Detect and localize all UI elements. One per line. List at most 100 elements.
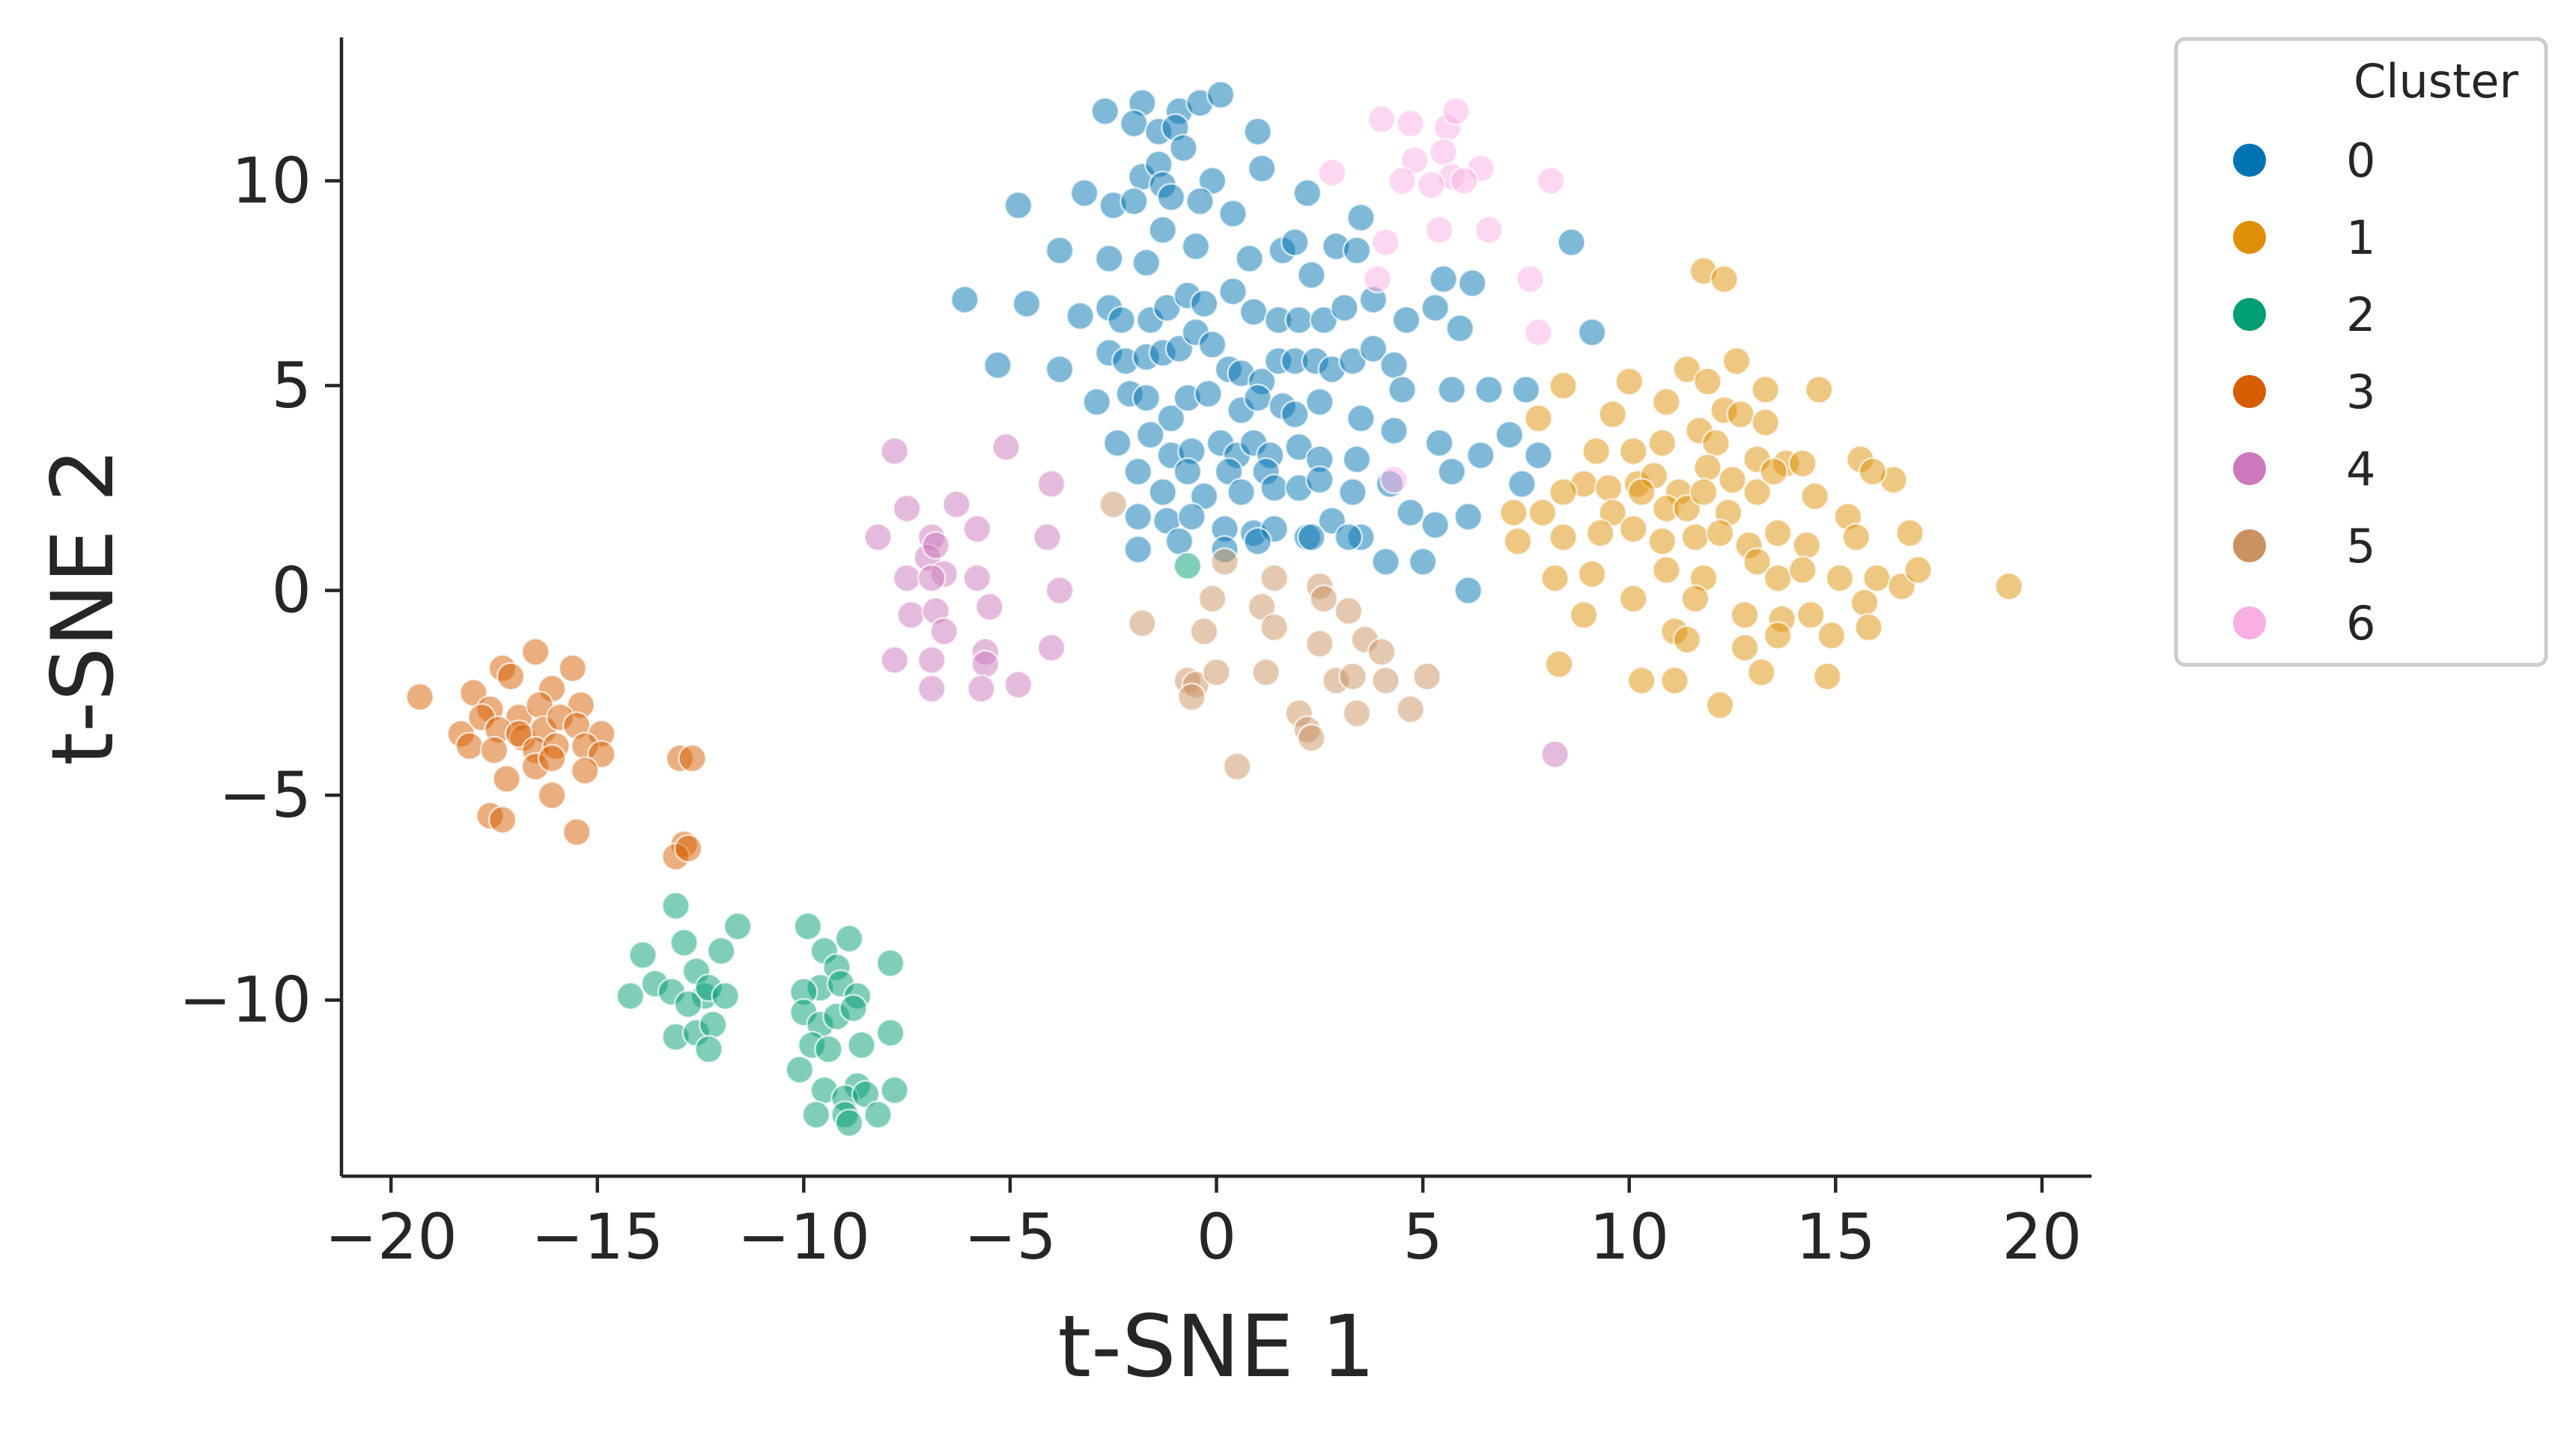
cluster-2-point bbox=[628, 940, 657, 970]
x-tick-label: 0 bbox=[1197, 1200, 1236, 1274]
cluster-6-point bbox=[1524, 317, 1553, 347]
cluster-4-point bbox=[1003, 670, 1033, 699]
series-4 bbox=[863, 432, 1570, 769]
cluster-0-point bbox=[1148, 478, 1178, 507]
cluster-0-point bbox=[1396, 498, 1425, 527]
cluster-0-point bbox=[1453, 576, 1483, 605]
cluster-0-point bbox=[1136, 420, 1165, 449]
y-tick-label: −5 bbox=[219, 758, 312, 832]
legend-marker bbox=[2233, 606, 2266, 639]
legend-frame bbox=[2174, 37, 2548, 667]
cluster-0-point bbox=[1557, 228, 1586, 257]
cluster-2-point bbox=[834, 924, 864, 953]
cluster-0-point bbox=[1218, 276, 1248, 306]
cluster-6-point bbox=[1516, 264, 1545, 294]
cluster-1-point bbox=[1792, 531, 1821, 560]
series-2 bbox=[616, 551, 1203, 1138]
axes: −20 −15 −10 −5 0 5 10 15 20 −10 −5 0 5 10 bbox=[179, 37, 2092, 1274]
cluster-1-point bbox=[1693, 453, 1722, 482]
cluster-5-point bbox=[1197, 584, 1227, 613]
legend-label: 4 bbox=[2346, 442, 2375, 496]
x-tick-label: −20 bbox=[325, 1200, 458, 1274]
cluster-1-point bbox=[1763, 518, 1793, 548]
cluster-0-point bbox=[1437, 457, 1466, 487]
cluster-1-point bbox=[1660, 666, 1689, 696]
x-tick-label: −15 bbox=[531, 1200, 663, 1274]
cluster-5-point bbox=[1297, 723, 1326, 752]
cluster-1-point bbox=[1722, 346, 1752, 376]
cluster-5-point bbox=[1099, 490, 1128, 519]
cluster-2-point bbox=[814, 1035, 843, 1064]
cluster-2-point bbox=[839, 994, 868, 1023]
cluster-1-point bbox=[1647, 428, 1677, 457]
cluster-0-point bbox=[1305, 465, 1334, 495]
cluster-0-point bbox=[1371, 547, 1400, 576]
legend-label: 3 bbox=[2346, 365, 2375, 419]
cluster-1-point bbox=[1763, 563, 1793, 593]
cluster-4-point bbox=[967, 674, 996, 704]
cluster-0-point bbox=[1437, 375, 1466, 404]
cluster-1-point bbox=[1672, 625, 1702, 654]
cluster-6-point bbox=[1371, 228, 1400, 257]
cluster-5-point bbox=[1309, 584, 1339, 613]
cluster-0-point bbox=[1094, 244, 1124, 273]
legend-label: 0 bbox=[2346, 133, 2375, 188]
cluster-1-point bbox=[1730, 633, 1760, 663]
cluster-1-point bbox=[1759, 457, 1788, 487]
cluster-5-point bbox=[1338, 662, 1367, 691]
cluster-0-point bbox=[1194, 379, 1223, 409]
cluster-2-point bbox=[1173, 551, 1203, 581]
legend-item-2: 2 bbox=[2233, 287, 2375, 342]
cluster-0-point bbox=[1197, 330, 1227, 359]
cluster-2-point bbox=[661, 891, 690, 921]
cluster-6-point bbox=[1363, 264, 1392, 294]
cluster-4-point bbox=[970, 649, 1000, 679]
x-tick-label: 5 bbox=[1403, 1200, 1442, 1274]
legend-label: 1 bbox=[2346, 210, 2375, 265]
cluster-0-point bbox=[1297, 261, 1326, 290]
cluster-3-point bbox=[570, 756, 600, 785]
cluster-0-point bbox=[1123, 502, 1153, 532]
cluster-6-point bbox=[1449, 166, 1479, 195]
cluster-0-point bbox=[1107, 305, 1136, 335]
series-0 bbox=[950, 80, 1607, 605]
cluster-1-point bbox=[1524, 404, 1553, 433]
cluster-0-point bbox=[1388, 375, 1417, 404]
cluster-3-point bbox=[496, 662, 526, 691]
cluster-0-point bbox=[1342, 236, 1372, 265]
cluster-0-point bbox=[1280, 400, 1310, 429]
cluster-4-point bbox=[1540, 740, 1570, 769]
cluster-4-point bbox=[991, 432, 1021, 462]
cluster-0-point bbox=[1206, 80, 1236, 109]
cluster-0-point bbox=[1218, 199, 1248, 228]
cluster-3-point bbox=[492, 764, 521, 794]
y-tick-label: 10 bbox=[231, 144, 312, 217]
cluster-1-point bbox=[1705, 518, 1735, 548]
cluster-6-point bbox=[1441, 97, 1471, 126]
cluster-6-point bbox=[1416, 170, 1446, 200]
legend-label: 2 bbox=[2346, 287, 2375, 342]
cluster-0-point bbox=[1453, 502, 1483, 532]
cluster-1-point bbox=[1577, 559, 1607, 588]
cluster-1-point bbox=[1647, 526, 1677, 556]
cluster-6-point bbox=[1429, 137, 1458, 167]
cluster-3-point bbox=[487, 805, 517, 835]
legend-marker bbox=[2233, 298, 2266, 331]
cluster-2-point bbox=[673, 989, 703, 1019]
cluster-1-point bbox=[1787, 448, 1817, 478]
legend-marker bbox=[2233, 144, 2266, 177]
cluster-0-point bbox=[1292, 178, 1322, 208]
cluster-0-point bbox=[1045, 236, 1075, 265]
cluster-3-point bbox=[537, 743, 567, 773]
cluster-3-point bbox=[673, 834, 703, 863]
cluster-0-point bbox=[1156, 404, 1186, 433]
cluster-4-point bbox=[975, 592, 1004, 621]
legend-item-3: 3 bbox=[2233, 365, 2375, 419]
cluster-0-point bbox=[1391, 305, 1421, 335]
cluster-2-point bbox=[711, 982, 740, 1011]
cluster-1-point bbox=[1618, 514, 1648, 544]
cluster-5-point bbox=[1189, 617, 1219, 646]
cluster-4-point bbox=[1036, 633, 1066, 663]
cluster-0-point bbox=[1120, 109, 1149, 139]
